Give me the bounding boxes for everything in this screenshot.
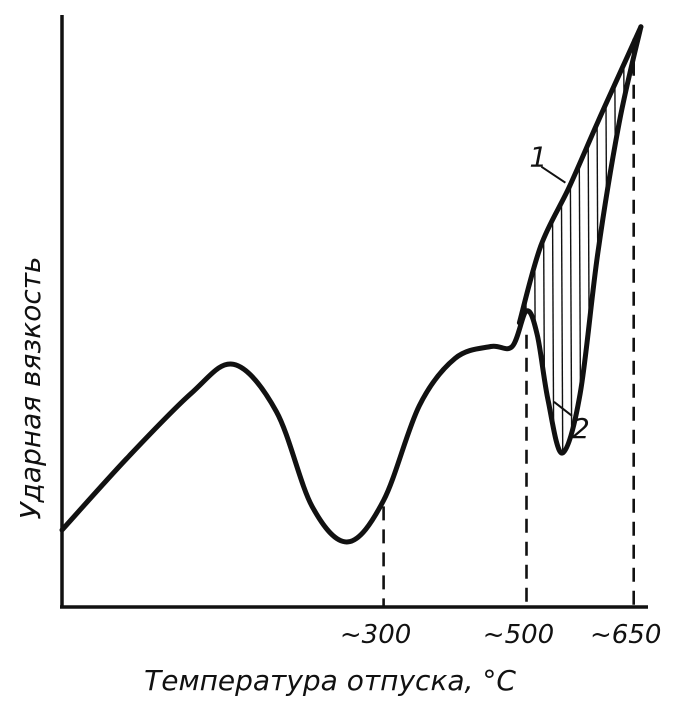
series-2-label: 2 xyxy=(572,412,590,445)
series-lines xyxy=(59,24,644,545)
hatch-line xyxy=(577,26,583,454)
reference-lines xyxy=(382,38,636,607)
series-1-line xyxy=(516,24,644,326)
x-tick-label-650: ~650 xyxy=(590,620,661,650)
hatch-line xyxy=(651,5,654,607)
series-labels: 12 xyxy=(529,141,589,445)
hatch-line xyxy=(541,26,547,454)
hatch-line xyxy=(595,26,601,454)
x-tick-labels: ~300 ~500 ~650 xyxy=(340,620,662,650)
y-axis-label: Ударная вязкость xyxy=(14,256,47,519)
hatch-line xyxy=(559,26,565,454)
hatch-line xyxy=(568,26,574,454)
hatch-line xyxy=(532,26,538,454)
x-tick-label-300: ~300 xyxy=(340,620,411,650)
series-2-leader xyxy=(553,401,573,417)
hatch-line xyxy=(550,26,556,454)
series-1-leader xyxy=(540,165,566,184)
series-2-line xyxy=(59,24,644,545)
series-1-label: 1 xyxy=(529,141,547,174)
x-axis-label: Температура отпуска, °С xyxy=(144,664,516,697)
hatch-line xyxy=(613,26,619,454)
hatch-line xyxy=(640,26,641,454)
x-tick-label-500: ~500 xyxy=(483,620,554,650)
